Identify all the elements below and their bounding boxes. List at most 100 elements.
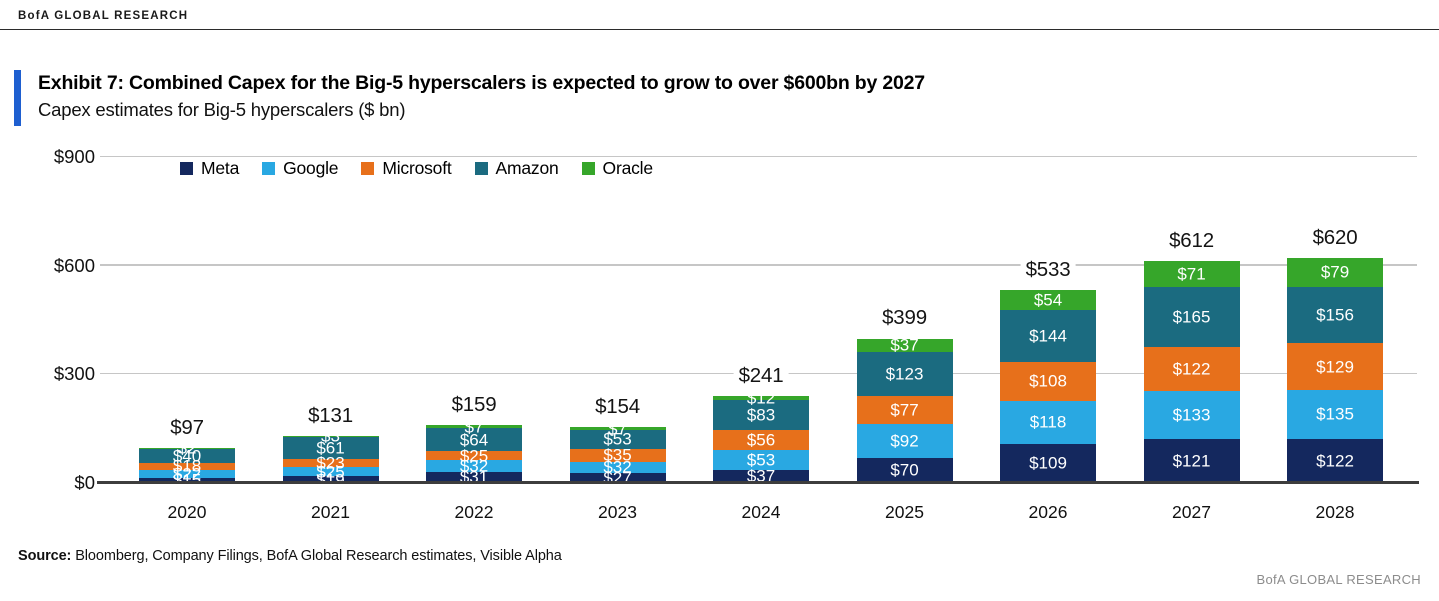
microsoft-segment: $56 [713, 430, 809, 451]
legend-label-google: Google [283, 158, 339, 178]
oracle-value-label: $12 [746, 388, 776, 408]
google-value-label: $135 [1316, 404, 1354, 424]
google-segment: $53 [713, 450, 809, 470]
meta-segment: $15 [139, 472, 235, 489]
google-segment: $118 [1000, 400, 1096, 444]
oracle-value-label: $37 [890, 335, 919, 355]
oracle-value-label: $2 [177, 438, 197, 458]
microsoft-value-label: $35 [603, 445, 632, 465]
microsoft-value-label: $77 [890, 400, 919, 420]
bar-2021: $19 $25 $23 $61 $3 $131 2021 [282, 157, 379, 522]
microsoft-value-label: $108 [1029, 371, 1067, 391]
meta-segment: $122 [1287, 438, 1383, 483]
oracle-value-label: $54 [1033, 290, 1063, 310]
total-label-2020: $97 [165, 414, 209, 441]
y-tick-600: $600 [53, 254, 95, 276]
exhibit-header: Exhibit 7: Combined Capex for the Big-5 … [14, 70, 925, 126]
google-segment: $22 [139, 465, 235, 482]
oracle-swatch-icon [581, 162, 595, 175]
bar-2025: $70 $92 $77 $123 $37 $399 2025 [856, 157, 953, 522]
meta-segment: $70 [856, 457, 953, 483]
meta-value-label: $109 [1029, 453, 1067, 473]
meta-segment: $109 [1000, 443, 1096, 483]
exhibit-subtitle: Capex estimates for Big-5 hyperscalers (… [38, 99, 406, 121]
oracle-segment: $37 [856, 335, 953, 355]
bar-2022: $31 $32 $25 $64 $7 $159 2022 [426, 157, 522, 522]
amazon-value-label: $156 [1316, 305, 1354, 325]
y-tick-900: $900 [53, 146, 95, 167]
microsoft-segment: $25 [426, 447, 522, 464]
amazon-value-label: $64 [459, 430, 489, 450]
oracle-value-label: $79 [1320, 262, 1350, 282]
x-axis-label-2026: 2026 [1028, 502, 1068, 522]
legend-item-meta: Meta [180, 158, 239, 179]
legend-item-google: Google [262, 158, 339, 179]
meta-segment: $121 [1143, 439, 1240, 483]
amazon-swatch-icon [474, 162, 488, 175]
plot-area: Meta Google Microsoft Amazon Oracle $15 $22 $1… [97, 155, 1419, 522]
legend-item-amazon: Amazon [474, 158, 559, 179]
x-axis-label-2028: 2028 [1315, 502, 1355, 522]
amazon-segment: $123 [856, 351, 953, 397]
google-value-label: $133 [1172, 405, 1211, 425]
google-segment: $32 [426, 457, 522, 474]
bar-2026: $109 $118 $108 $144 $54 $533 2026 [1000, 157, 1096, 522]
google-value-label: $25 [316, 462, 345, 482]
total-label-2028: $620 [1307, 225, 1363, 252]
exhibit-title: Exhibit 7: Combined Capex for the Big-5 … [38, 72, 925, 94]
meta-segment: $37 [713, 468, 809, 485]
amazon-segment: $64 [426, 427, 522, 452]
microsoft-segment: $108 [1000, 361, 1096, 401]
oracle-segment: $79 [1287, 258, 1383, 287]
x-axis-label-2020: 2020 [167, 502, 207, 522]
bar-2020: $15 $22 $18 $40 $2 $97 2020 [139, 157, 235, 522]
google-value-label: $32 [603, 457, 632, 477]
x-axis-line [97, 481, 1419, 484]
oracle-segment: $71 [1143, 261, 1240, 288]
microsoft-segment: $23 [282, 454, 379, 471]
microsoft-value-label: $129 [1316, 357, 1354, 377]
microsoft-segment: $18 [139, 458, 235, 475]
google-segment: $135 [1287, 389, 1383, 439]
header-brand: BofA GLOBAL RESEARCH [18, 10, 189, 22]
oracle-segment: $3 [282, 428, 379, 445]
gridline-900 [100, 155, 1417, 157]
meta-value-label: $121 [1172, 451, 1211, 471]
microsoft-segment: $77 [856, 396, 953, 425]
amazon-segment: $40 [139, 447, 235, 464]
microsoft-value-label: $23 [316, 453, 345, 473]
bar-2024: $37 $53 $56 $83 $12 $241 2024 [713, 157, 809, 522]
amazon-segment: $156 [1287, 286, 1383, 344]
oracle-value-label: $71 [1177, 264, 1206, 284]
oracle-value-label: $7 [464, 417, 484, 437]
amazon-value-label: $61 [316, 438, 345, 458]
exhibit-accent-bar [14, 70, 21, 126]
google-value-label: $92 [890, 431, 919, 451]
microsoft-swatch-icon [361, 162, 375, 175]
legend-label-meta: Meta [201, 158, 240, 178]
header-divider [0, 29, 1439, 30]
oracle-segment: $7 [569, 420, 666, 437]
amazon-segment: $83 [713, 400, 809, 431]
meta-value-label: $15 [172, 470, 202, 490]
legend-item-oracle: Oracle [581, 158, 653, 179]
google-segment: $32 [569, 457, 666, 477]
footer-brand: BofA GLOBAL RESEARCH [1256, 572, 1421, 587]
capex-chart: $0 $300 $600 $900 Meta Google Microsoft Amazon… [0, 140, 1439, 540]
microsoft-value-label: $122 [1172, 359, 1211, 379]
amazon-segment: $144 [1000, 309, 1096, 362]
meta-value-label: $70 [890, 460, 919, 480]
total-label-2024: $241 [733, 362, 789, 389]
google-value-label: $22 [172, 464, 202, 484]
oracle-segment: $12 [713, 389, 809, 406]
google-segment: $25 [282, 463, 379, 480]
source-text: Bloomberg, Company Filings, BofA Global … [71, 548, 562, 564]
oracle-segment: $2 [139, 440, 235, 457]
legend: Meta Google Microsoft Amazon Oracle [180, 158, 653, 179]
google-value-label: $118 [1029, 412, 1067, 432]
amazon-value-label: $53 [603, 429, 632, 449]
total-label-2025: $399 [877, 305, 932, 332]
microsoft-value-label: $18 [172, 456, 202, 476]
y-axis: $0 $300 $600 $900 [0, 146, 95, 493]
